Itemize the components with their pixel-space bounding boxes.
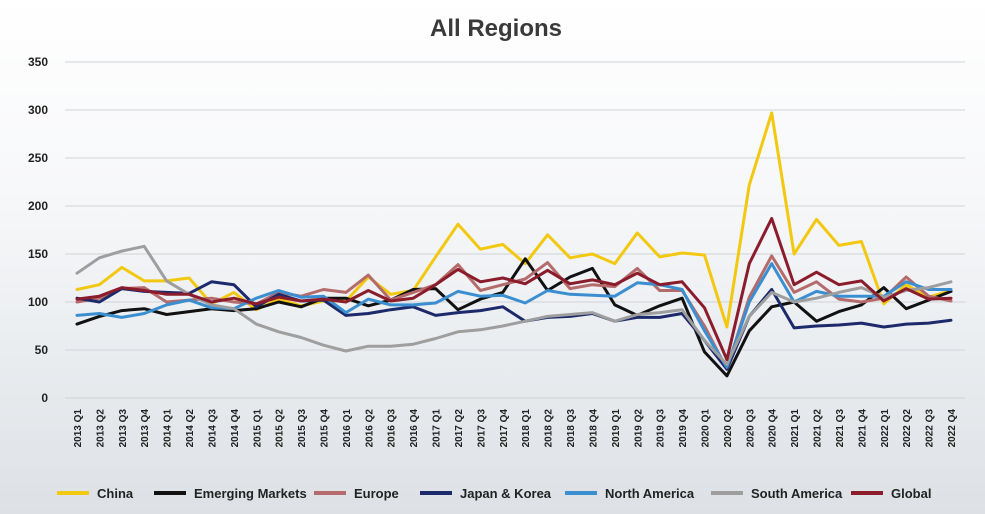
x-tick-label: 2013 Q2	[95, 409, 106, 448]
x-tick-label: 2018 Q2	[544, 409, 555, 448]
x-tick-label: 2019 Q3	[656, 409, 667, 448]
legend-label: China	[97, 486, 134, 501]
series-lines	[75, 111, 953, 378]
series-line-south-america	[75, 244, 953, 366]
x-tick-label: 2022 Q4	[947, 409, 958, 448]
legend-label: Europe	[354, 486, 399, 501]
x-tick-label: 2018 Q3	[566, 409, 577, 448]
x-tick-label: 2014 Q4	[230, 409, 241, 448]
y-tick-label: 0	[41, 391, 48, 405]
y-tick-label: 250	[28, 151, 48, 165]
legend: China Emerging Markets Europe Japan & Korea…	[57, 486, 931, 501]
x-tick-label: 2016 Q3	[387, 409, 398, 448]
x-tick-label: 2018 Q1	[521, 409, 532, 448]
x-tick-label: 2022 Q1	[880, 409, 891, 448]
y-tick-label: 150	[28, 247, 48, 261]
x-tick-label: 2017 Q1	[432, 409, 443, 448]
legend-label: Japan & Korea	[460, 486, 552, 501]
series-line-global	[75, 217, 953, 362]
x-tick-label: 2021 Q2	[813, 409, 824, 448]
y-tick-label: 50	[35, 343, 49, 357]
x-tick-label: 2019 Q4	[678, 409, 689, 448]
series-line-japan-korea	[75, 280, 953, 371]
x-tick-label: 2020 Q4	[768, 409, 779, 448]
x-tick-label: 2020 Q2	[723, 409, 734, 448]
x-tick-label: 2022 Q3	[925, 409, 936, 448]
x-tick-label: 2017 Q3	[476, 409, 487, 448]
x-tick-label: 2016 Q1	[342, 409, 353, 448]
x-tick-label: 2020 Q1	[700, 409, 711, 448]
x-tick-label: 2021 Q4	[857, 409, 868, 448]
y-tick-label: 300	[28, 103, 48, 117]
grid-lines	[65, 61, 965, 399]
legend-label: Emerging Markets	[194, 486, 307, 501]
series-line-china	[75, 111, 953, 329]
x-tick-label: 2014 Q3	[207, 409, 218, 448]
x-tick-label: 2020 Q3	[745, 409, 756, 448]
x-tick-label: 2015 Q3	[297, 409, 308, 448]
x-tick-label: 2013 Q1	[73, 409, 84, 448]
y-tick-label: 350	[28, 55, 48, 69]
x-tick-label: 2022 Q2	[902, 409, 913, 448]
x-tick-label: 2019 Q1	[611, 409, 622, 448]
x-tick-label: 2014 Q1	[163, 409, 174, 448]
x-tick-label: 2021 Q3	[835, 409, 846, 448]
y-tick-label: 200	[28, 199, 48, 213]
x-tick-label: 2018 Q4	[588, 409, 599, 448]
series-line-emerging-markets	[75, 257, 953, 378]
x-tick-label: 2013 Q4	[140, 409, 151, 448]
x-tick-label: 2016 Q4	[409, 409, 420, 448]
x-tick-label: 2015 Q4	[320, 409, 331, 448]
x-tick-label: 2014 Q2	[185, 409, 196, 448]
y-tick-label: 100	[28, 295, 48, 309]
x-tick-label: 2019 Q2	[633, 409, 644, 448]
legend-label: Global	[891, 486, 931, 501]
x-tick-label: 2017 Q4	[499, 409, 510, 448]
x-tick-label: 2016 Q2	[364, 409, 375, 448]
x-axis-ticks: 2013 Q1 2013 Q2 2013 Q3 2013 Q4 2014 Q1 2014 …	[73, 409, 958, 448]
legend-label: North America	[605, 486, 695, 501]
chart-title: All Regions	[430, 15, 562, 42]
x-tick-label: 2015 Q1	[252, 409, 263, 448]
x-tick-label: 2021 Q1	[790, 409, 801, 448]
x-tick-label: 2013 Q3	[118, 409, 129, 448]
legend-label: South America	[751, 486, 843, 501]
x-tick-label: 2015 Q2	[275, 409, 286, 448]
y-axis-ticks: 0 50 100 150 200 250 300 350	[28, 55, 48, 405]
x-tick-label: 2017 Q2	[454, 409, 465, 448]
